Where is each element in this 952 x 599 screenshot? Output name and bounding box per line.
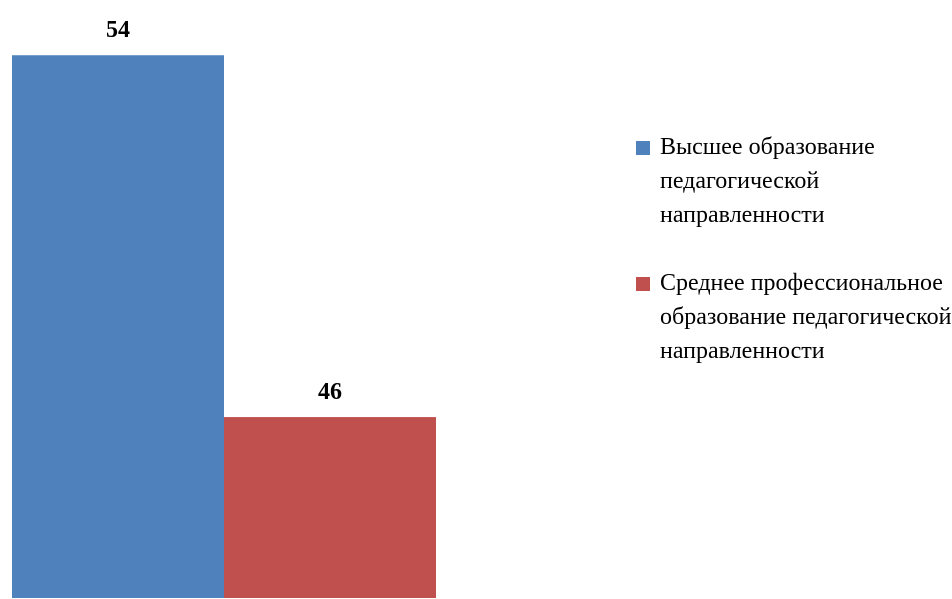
legend-entry: Среднее профессиональное образование пед…: [636, 266, 952, 368]
data-label: 54: [106, 17, 130, 43]
legend-swatch: [636, 141, 650, 155]
legend-entry: Высшее образование педагогической направ…: [636, 130, 952, 232]
legend-label: Высшее образование педагогической направ…: [660, 134, 875, 228]
data-label: 46: [318, 379, 342, 405]
legend-label: Среднее профессиональное образование пед…: [660, 270, 952, 364]
bar: [12, 55, 224, 598]
bar: [224, 417, 436, 598]
legend: Высшее образование педагогической направ…: [636, 130, 952, 402]
legend-swatch: [636, 277, 650, 291]
